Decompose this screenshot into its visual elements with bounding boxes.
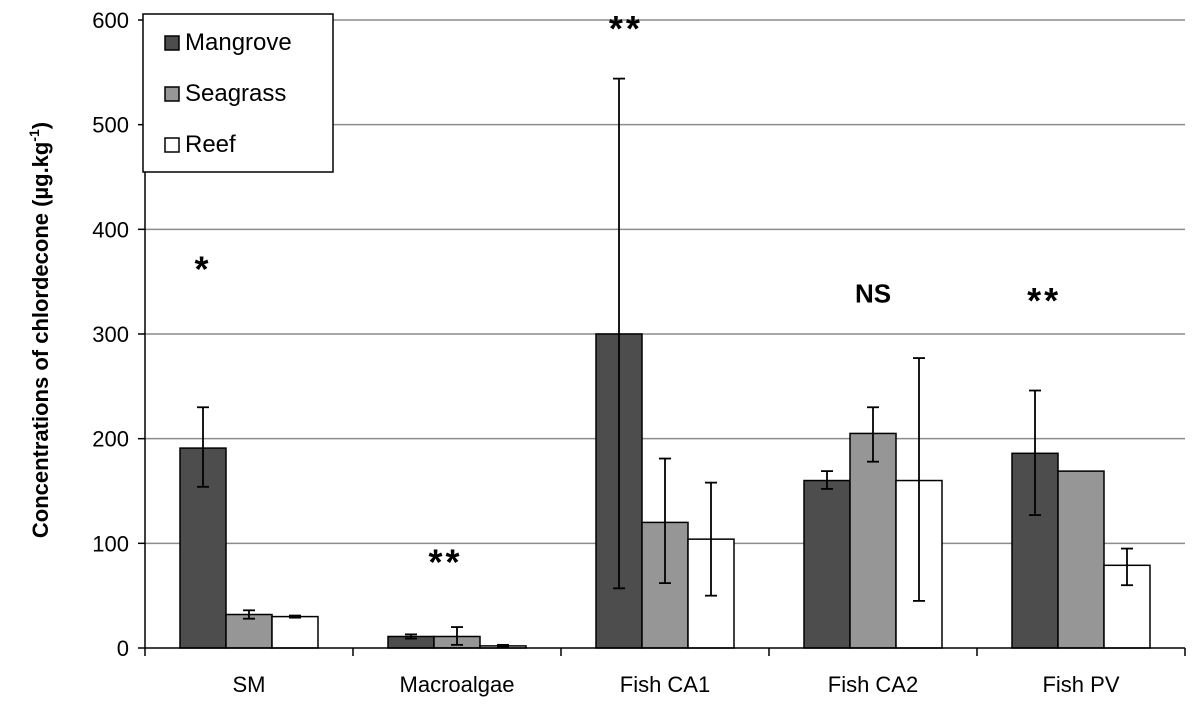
legend-swatch-seagrass: [164, 86, 180, 102]
significance-label: *: [194, 249, 211, 290]
bar-seagrass: [1057, 470, 1105, 649]
significance-labels: *****NS **: [194, 8, 1061, 583]
x-category-label: Fish PV: [1042, 672, 1119, 697]
y-tick-label: 400: [92, 217, 129, 242]
x-category-label: Fish CA1: [620, 672, 710, 697]
legend-label-seagrass: Seagrass: [185, 80, 286, 107]
y-tick-label: 0: [117, 636, 129, 661]
x-category-label: Fish CA2: [828, 672, 918, 697]
x-category-label: Macroalgae: [400, 672, 515, 697]
legend-swatch-mangrove: [164, 35, 180, 51]
legend-label-reef: Reef: [185, 131, 236, 158]
y-tick-label: 100: [92, 531, 129, 556]
legend-swatch-reef: [164, 137, 180, 153]
significance-label: NS: [855, 279, 891, 309]
y-axis-title-close: ): [28, 122, 53, 129]
y-tick-label: 300: [92, 322, 129, 347]
significance-label: **: [609, 8, 643, 49]
x-category-label: SM: [233, 672, 266, 697]
bar-mangrove: [803, 479, 851, 649]
y-tick-label: 200: [92, 427, 129, 452]
bar-seagrass: [849, 432, 897, 649]
y-axis-title-main: Concentrations of chlordecone (µg.kg: [28, 142, 53, 538]
y-axis-title-sup: -1: [26, 129, 42, 142]
significance-label: **: [1027, 280, 1061, 321]
legend: Mangrove Seagrass Reef: [142, 13, 334, 173]
y-axis-title: Concentrations of chlordecone (µg.kg-1): [26, 122, 53, 538]
bar-reef: [271, 615, 319, 649]
y-tick-label: 600: [92, 8, 129, 33]
error-bars: [197, 77, 1133, 648]
x-category-labels: SM Macroalgae Fish CA1 Fish CA2 Fish PV: [233, 672, 1120, 697]
y-tick-label: 500: [92, 113, 129, 138]
y-tick-labels: 0 100 200 300 400 500 600: [92, 8, 129, 661]
significance-label: **: [428, 542, 462, 583]
legend-label-mangrove: Mangrove: [185, 29, 292, 56]
